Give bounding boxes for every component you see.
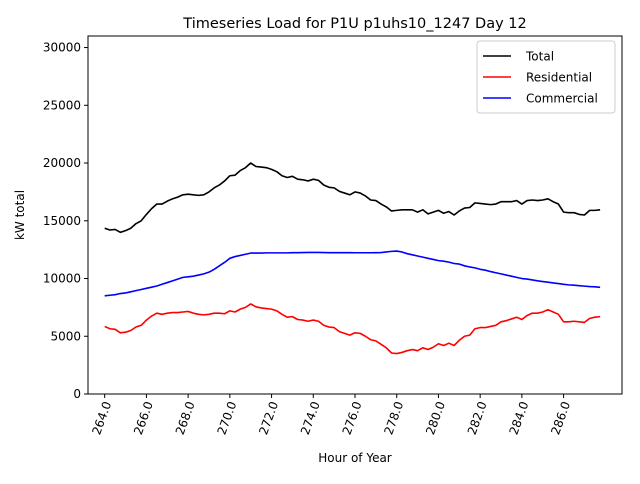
legend: Total Residential Commercial <box>476 40 616 114</box>
series-line-residential <box>104 303 601 355</box>
y-axis-label: kW total <box>13 190 27 240</box>
series-line-commercial <box>104 250 601 297</box>
y-tick-label: 15000 <box>43 214 81 228</box>
y-tick-label: 10000 <box>43 272 81 286</box>
series-line-total <box>104 162 601 234</box>
x-axis-label: Hour of Year <box>318 451 392 465</box>
y-axis: 0 5000 10000 15000 20000 25000 30000 <box>43 41 88 401</box>
legend-label-residential: Residential <box>526 71 592 85</box>
y-tick-label: 30000 <box>43 41 81 55</box>
legend-box <box>476 40 616 114</box>
series-layer <box>104 162 601 355</box>
legend-label-total: Total <box>525 50 554 64</box>
y-tick-label: 0 <box>73 387 81 401</box>
y-tick-label: 5000 <box>50 329 81 343</box>
legend-label-commercial: Commercial <box>526 92 598 106</box>
chart-title: Timeseries Load for P1U p1uhs10_1247 Day… <box>182 16 526 32</box>
y-tick-label: 25000 <box>43 98 81 112</box>
y-tick-label: 20000 <box>43 156 81 170</box>
